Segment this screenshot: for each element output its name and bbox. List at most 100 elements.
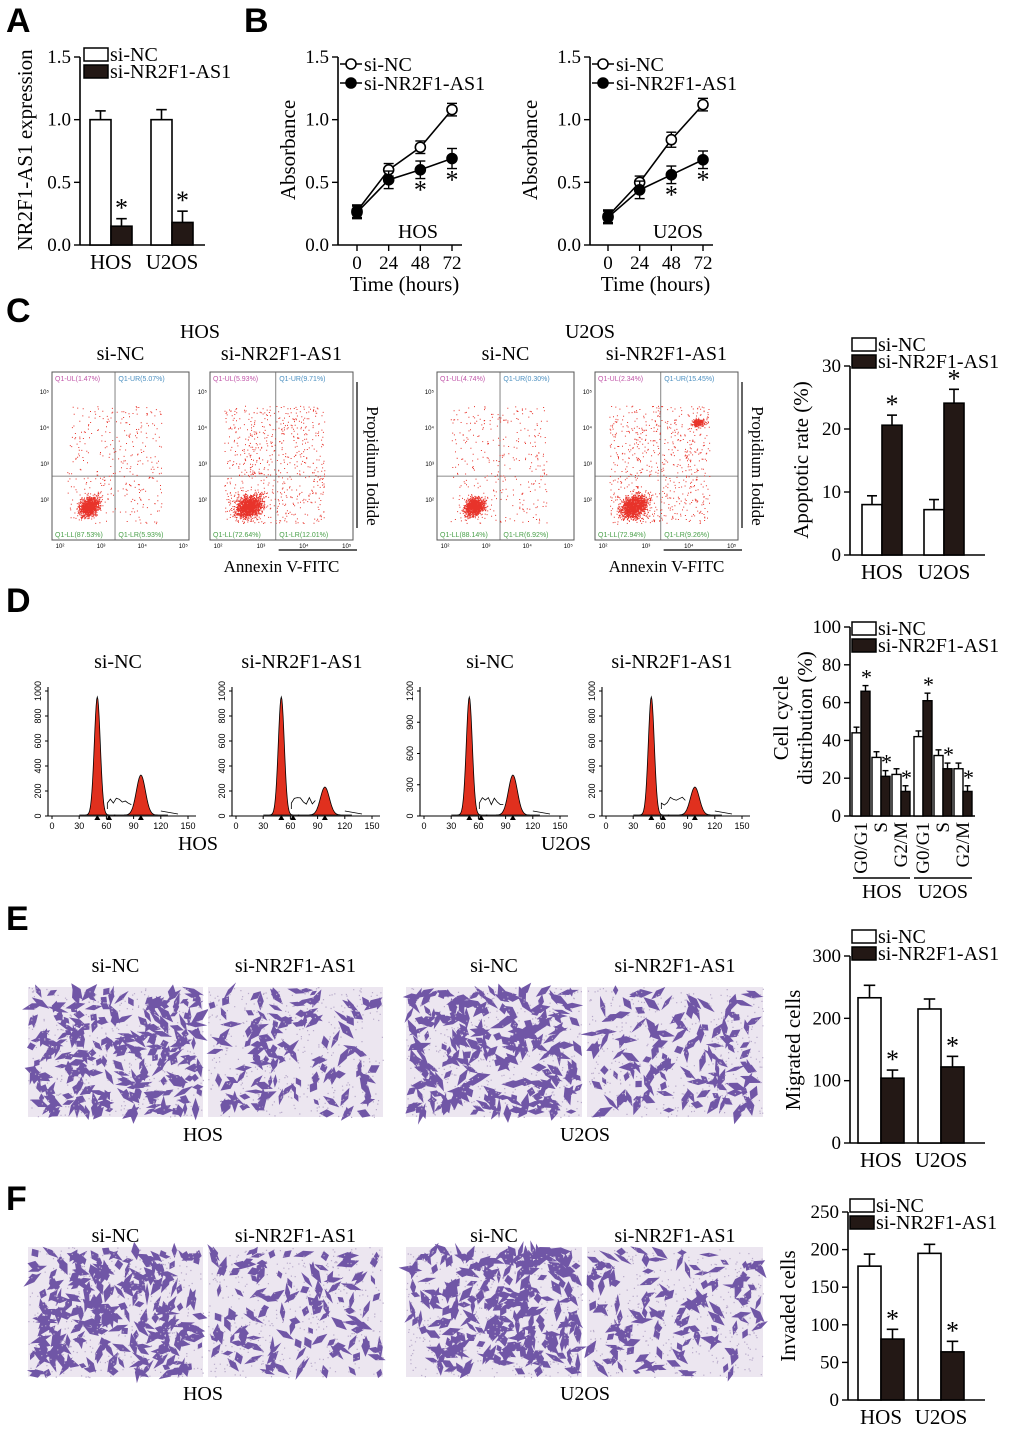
- flow-axis-tick: 10⁴: [425, 425, 435, 432]
- flow-plot-frame: [51, 371, 190, 541]
- A-legend-label: si-NR2F1-AS1: [110, 61, 231, 83]
- flow-quadrant-ll: Q1-LL(72.64%): [213, 532, 261, 539]
- E-bar-si-nc: [857, 996, 882, 1144]
- B1-significance-star: *: [446, 166, 459, 195]
- F-significance-star: *: [886, 1304, 899, 1333]
- D-ytick-label: 20: [822, 768, 841, 789]
- flow-quadrant-ur: Q1-UR(15.45%): [664, 376, 714, 383]
- C-ytick-label: 30: [822, 356, 841, 377]
- histogram-g2-peak: [667, 786, 722, 816]
- histogram-gate-marker: [94, 815, 101, 820]
- histogram-xtick-label: 150: [734, 821, 749, 831]
- flow-cytometry-plots: HOS U2OS si-NC Q1-UL(1.47%) Q1-UR(5.07%) Q1-L…: [40, 321, 767, 576]
- histogram-gate-marker: [290, 815, 297, 820]
- D-significance-star: *: [963, 765, 974, 790]
- F-ytick-label: 200: [811, 1240, 840, 1261]
- flow-axis-tick: 10⁴: [138, 543, 148, 550]
- histogram-ytick-label: 1200: [405, 681, 415, 701]
- flow-y-axis-label: Propidium Iodide: [748, 406, 767, 525]
- histogram-xtick-label: 60: [655, 821, 665, 831]
- C-legend-swatch: [851, 354, 877, 369]
- D-category-label: G0/G1: [851, 822, 872, 874]
- micrograph-stained-cells: [398, 1240, 587, 1379]
- histogram-s-phase-envelope: [478, 796, 504, 809]
- B1-legend-label: si-NC: [364, 54, 412, 76]
- B1-ytick-label: 0.5: [305, 172, 329, 193]
- A-significance-star: *: [115, 194, 128, 223]
- A-ytick-label: 0.0: [47, 235, 71, 256]
- B1-ytick-label: 1.5: [305, 47, 329, 68]
- histogram-gate-marker: [106, 815, 113, 820]
- B2-legend-label: si-NC: [616, 54, 664, 76]
- flow-quadrant-ll: Q1-LL(88.14%): [440, 532, 488, 539]
- histogram-gate-marker: [478, 815, 485, 820]
- flow-axis-tick: 10⁵: [727, 543, 737, 550]
- C-legend-swatch: [851, 337, 877, 352]
- B2-significance-star: *: [697, 166, 710, 195]
- F-legend-swatch: [849, 1215, 875, 1230]
- flow-axis-tick: 10⁵: [425, 389, 435, 396]
- flow-quadrant-ur: Q1-UR(0.30%): [503, 376, 549, 383]
- histogram-title: si-NC: [466, 651, 514, 673]
- histogram-xtick-label: 0: [603, 821, 608, 831]
- A-ytick-label: 0.5: [47, 172, 71, 193]
- flow-axis-tick: 10²: [583, 498, 592, 504]
- histogram-tail: [532, 810, 551, 815]
- histogram-ytick-label: 1000: [217, 681, 227, 701]
- F-legend-label: si-NR2F1-AS1: [876, 1212, 997, 1234]
- C-ytick-label: 0: [832, 545, 842, 566]
- D-ytick-label: 0: [832, 806, 842, 827]
- histogram-xtick-label: 120: [707, 821, 722, 831]
- B1-data-point: [414, 141, 427, 154]
- flow-axis-tick: 10²: [198, 498, 207, 504]
- D-bar-si-nc: [933, 754, 944, 817]
- flow-axis-tick: 10⁴: [583, 425, 593, 432]
- A-legend-swatch: [83, 64, 109, 79]
- B1-ytick-label: 0.0: [305, 235, 329, 256]
- micrograph-pores: [406, 1248, 584, 1379]
- D-significance-star: *: [943, 742, 954, 767]
- E-legend-label: si-NR2F1-AS1: [878, 943, 999, 965]
- D-bar-si-nr2f1-as1: [942, 768, 953, 817]
- A-bar-si-nc: [150, 118, 173, 246]
- B2-ytick-label: 0.0: [557, 235, 581, 256]
- flow-axis-tick: 10⁵: [583, 389, 593, 396]
- flow-y-axis-label: Propidium Iodide: [363, 406, 382, 525]
- D-category-label: S: [871, 822, 892, 833]
- histogram-gate-marker: [660, 815, 667, 820]
- flow-quadrant-ul: Q1-UL(1.47%): [55, 376, 100, 383]
- histogram-ytick-label: 600: [587, 733, 597, 748]
- D-bar-si-nr2f1-as1: [962, 790, 973, 817]
- B1-legend-marker: [345, 58, 357, 70]
- D-y-axis-label: Cell cycle: [769, 676, 793, 761]
- micrograph-title: si-NR2F1-AS1: [614, 1225, 735, 1247]
- micrograph-stained-cells: [23, 1241, 208, 1384]
- flow-axis-tick: 10⁵: [40, 389, 50, 396]
- F-y-axis-label: Invaded cells: [776, 1250, 800, 1361]
- B2-y-axis-label: Absorbance: [518, 100, 542, 200]
- C-bar-si-nc: [861, 503, 883, 556]
- histogram-ytick-label: 0: [405, 813, 415, 818]
- D-ytick-label: 60: [822, 693, 841, 714]
- D-category-label: S: [933, 822, 954, 833]
- B1-data-point: [446, 152, 458, 165]
- A-bar-si-nr2f1-as1: [110, 225, 133, 246]
- C-y-axis-label: Apoptotic rate (%): [789, 381, 813, 538]
- histogram-gate-marker: [321, 815, 328, 820]
- histogram-xtick-label: 60: [473, 821, 483, 831]
- F-bar-si-nc: [917, 1252, 942, 1401]
- B1-data-point: [351, 206, 363, 219]
- flow-axis-tick: 10³: [583, 462, 592, 468]
- D-bar-si-nc: [891, 773, 902, 817]
- histogram-xtick-label: 0: [49, 821, 54, 831]
- E-ytick-label: 200: [813, 1008, 842, 1029]
- F-bar-si-nr2f1-as1: [880, 1338, 905, 1401]
- B2-xtick-label: 24: [630, 253, 650, 274]
- F-significance-star: *: [946, 1316, 959, 1345]
- D-significance-star: *: [861, 665, 872, 690]
- C-ytick-label: 10: [822, 482, 841, 503]
- D-ytick-label: 40: [822, 730, 841, 751]
- F-category-label: U2OS: [915, 1405, 968, 1429]
- histogram-ytick-label: 400: [587, 758, 597, 773]
